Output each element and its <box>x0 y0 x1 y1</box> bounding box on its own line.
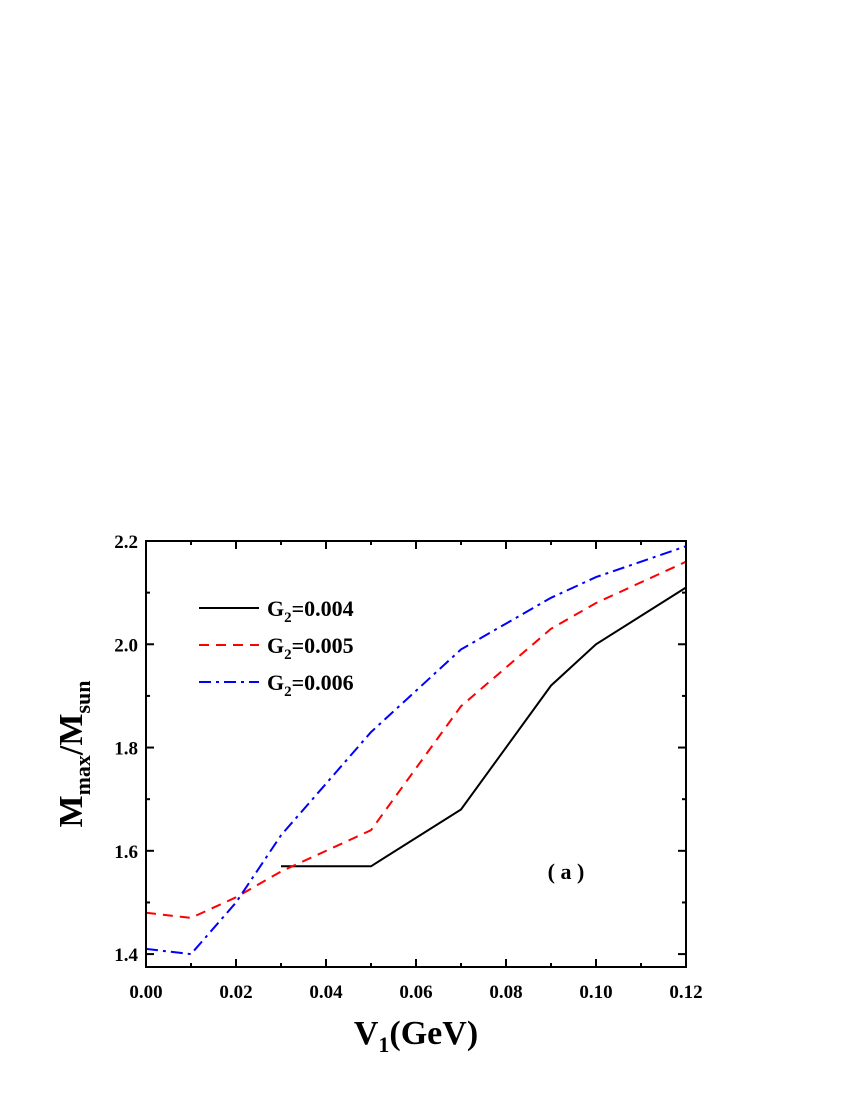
y-axis-title: Mmax/Msun <box>53 680 95 827</box>
x-axis-title-main: V <box>354 1015 379 1052</box>
series-line-1 <box>281 586 687 868</box>
x-tick-label: 0.10 <box>579 982 612 1003</box>
x-axis-title-subscript: 1 <box>378 1032 389 1057</box>
series-layer <box>145 545 687 956</box>
legend-label-2: G2=0.005 <box>267 633 354 663</box>
series-line-2 <box>145 560 687 919</box>
ticks-layer <box>145 540 687 967</box>
plot-frame <box>145 540 687 968</box>
panel-annotation: ( a ) <box>548 859 585 884</box>
y-axis-title-main: M <box>53 795 90 827</box>
legend: G2=0.004 G2=0.005 G2=0.006 <box>199 596 354 700</box>
x-tick-label: 0.12 <box>669 982 702 1003</box>
y-tick-label: 1.6 <box>114 842 138 863</box>
x-axis-title: V1(GeV) <box>354 1015 478 1057</box>
y-axis-title-subscript-sun: sun <box>70 680 95 713</box>
y-tick-label: 2.0 <box>114 635 138 656</box>
y-axis-title-mid: /M <box>53 714 90 757</box>
y-axis-title-subscript-max: max <box>70 755 95 795</box>
tick-labels-layer: 0.00 0.02 0.04 0.06 0.08 0.10 0.12 1.4 1.6 1.8 2.0… <box>114 532 702 1003</box>
x-axis-title-rest: (GeV) <box>389 1015 478 1052</box>
x-tick-label: 0.08 <box>489 982 522 1003</box>
x-tick-label: 0.06 <box>399 982 432 1003</box>
y-tick-label: 1.4 <box>114 945 138 966</box>
x-tick-label: 0.00 <box>129 982 162 1003</box>
series-line-3 <box>145 545 687 956</box>
legend-label-1: G2=0.004 <box>267 596 354 626</box>
x-tick-label: 0.02 <box>219 982 252 1003</box>
x-tick-label: 0.04 <box>309 982 343 1003</box>
legend-label-3: G2=0.006 <box>267 670 354 700</box>
y-tick-label: 1.8 <box>114 739 138 760</box>
y-tick-label: 2.2 <box>114 532 138 553</box>
